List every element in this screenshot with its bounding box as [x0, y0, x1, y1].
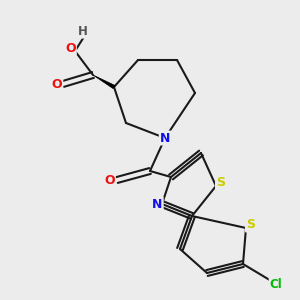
- Text: S: S: [216, 176, 225, 190]
- Text: N: N: [160, 131, 170, 145]
- Text: O: O: [104, 173, 115, 187]
- Text: Cl: Cl: [270, 278, 282, 292]
- Text: H: H: [78, 25, 87, 38]
- Text: O: O: [52, 77, 62, 91]
- Polygon shape: [93, 75, 115, 88]
- Text: S: S: [246, 218, 255, 232]
- Text: O: O: [65, 41, 76, 55]
- Text: N: N: [152, 197, 163, 211]
